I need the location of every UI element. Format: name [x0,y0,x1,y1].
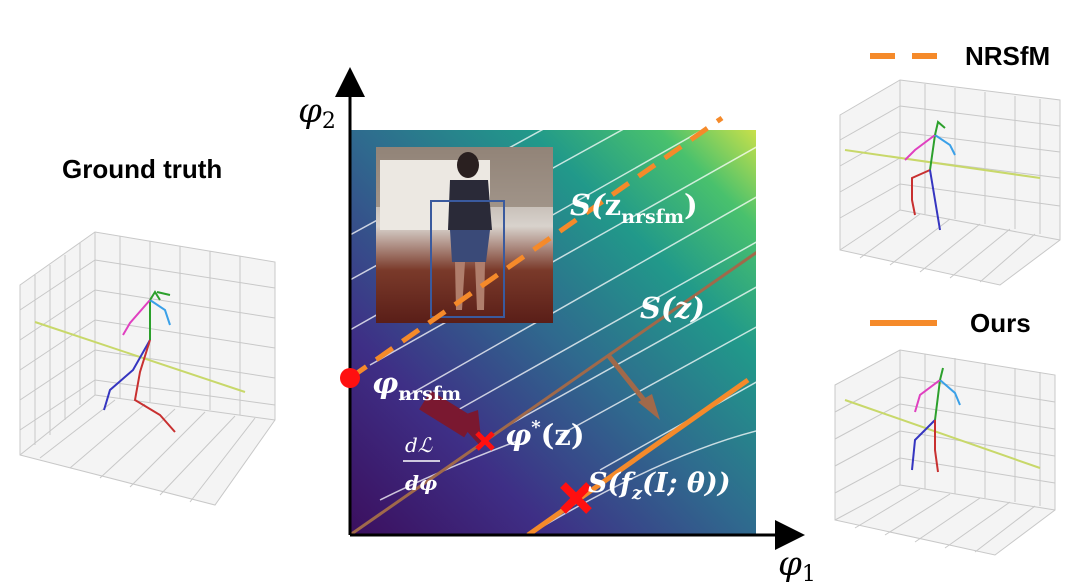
ground-truth-plot [19,231,276,506]
phi-star-label: φ*(z) [505,417,585,452]
skeleton-3d-plot-icon [839,79,1061,286]
gradient-arrow [419,390,482,448]
skeleton-3d-plot-icon [834,349,1056,556]
projection-arrow [606,353,660,420]
svg-text:dℒ: dℒ [405,433,433,457]
cross-marker-icon [475,431,495,451]
s-z-line [350,250,756,535]
s-nrsfm-label: S(znrsfm) [570,188,698,228]
ground-truth-skeleton [34,290,246,433]
ours-skeleton [844,367,1041,473]
cross-marker-icon [560,482,592,514]
ground-truth-title: Ground truth [62,154,223,184]
s-f-label: S(fz(I; θ)) [588,468,730,504]
x-axis-label: φ1 [778,544,816,584]
gradient-label: dℒ dφ [403,433,440,495]
loss-landscape [350,130,756,535]
dot-marker-icon [340,368,360,388]
nrsfm-skeleton [844,120,1041,231]
s-z-label: S(z) [640,291,705,325]
svg-text:dφ: dφ [405,471,437,495]
y-axis-label: φ2 [298,91,336,134]
skeleton-3d-plot-icon [19,231,276,506]
person-photo-inset-icon [376,147,553,323]
ours-plot [834,349,1056,556]
legend-ours-label: Ours [970,308,1031,338]
nrsfm-plot [839,79,1061,286]
legend-nrsfm-label: NRSfM [965,41,1051,71]
s-nrsfm-line [348,115,724,381]
phi-nrsfm-label: φnrsfm [372,366,461,405]
